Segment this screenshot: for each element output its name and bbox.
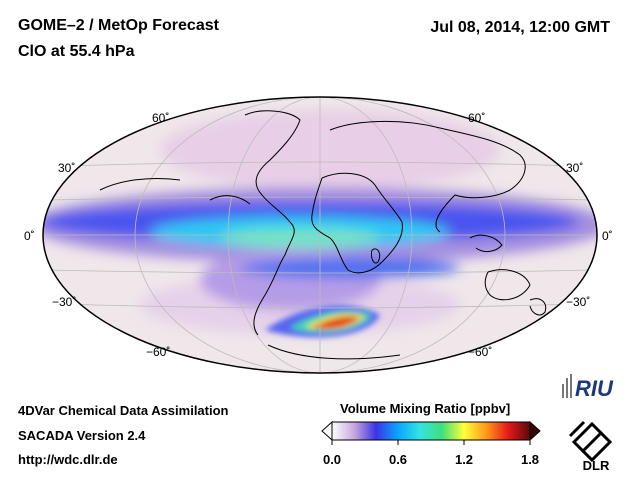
world-map: 60˚ 30˚ 0˚ −30˚ −60˚ 60˚ 30˚ 0˚ −30˚ −60…	[24, 96, 613, 374]
footer-method: 4DVar Chemical Data Assimilation	[18, 403, 229, 418]
lat-label-right-30: 30˚	[566, 161, 583, 175]
lat-label-left-0: 0˚	[24, 229, 35, 243]
colorbar-overflow-arrow	[529, 420, 541, 442]
lat-label-right-minus30: −30˚	[566, 295, 590, 309]
footer-version: SACADA Version 2.4	[18, 428, 146, 443]
dlr-logo: DLR	[568, 420, 613, 472]
map-title: GOME–2 / MetOp Forecast	[18, 17, 219, 34]
riu-logo-text: RIU	[575, 376, 614, 401]
graticule	[43, 97, 597, 373]
footer-url: http://wdc.dlr.de	[18, 452, 118, 467]
map-subtitle: ClO at 55.4 hPa	[18, 43, 135, 60]
dlr-logo-text: DLR	[583, 458, 610, 472]
colorbar-tick-label: 1.2	[454, 452, 474, 467]
lat-label-right-minus60: −60˚	[468, 345, 492, 359]
colorbar-underflow-arrow	[321, 420, 333, 442]
lat-label-left-60: 60˚	[152, 111, 169, 125]
colorbar-gradient	[331, 421, 531, 441]
lat-label-left-minus60: −60˚	[146, 345, 170, 359]
riu-logo: RIU	[562, 374, 614, 401]
colorbar-tick-label: 1.8	[520, 452, 540, 467]
lat-label-right-60: 60˚	[468, 111, 485, 125]
forecast-datetime: Jul 08, 2014, 12:00 GMT	[430, 19, 610, 36]
coastlines	[99, 110, 547, 360]
colorbar-title: Volume Mixing Ratio [ppbv]	[340, 401, 511, 416]
colorbar-tick-label: 0.0	[322, 452, 342, 467]
lat-label-left-minus30: −30˚	[52, 295, 76, 309]
lat-label-right-0: 0˚	[602, 229, 613, 243]
colorbar-tick-label: 0.6	[388, 452, 408, 467]
lat-label-left-30: 30˚	[58, 161, 75, 175]
